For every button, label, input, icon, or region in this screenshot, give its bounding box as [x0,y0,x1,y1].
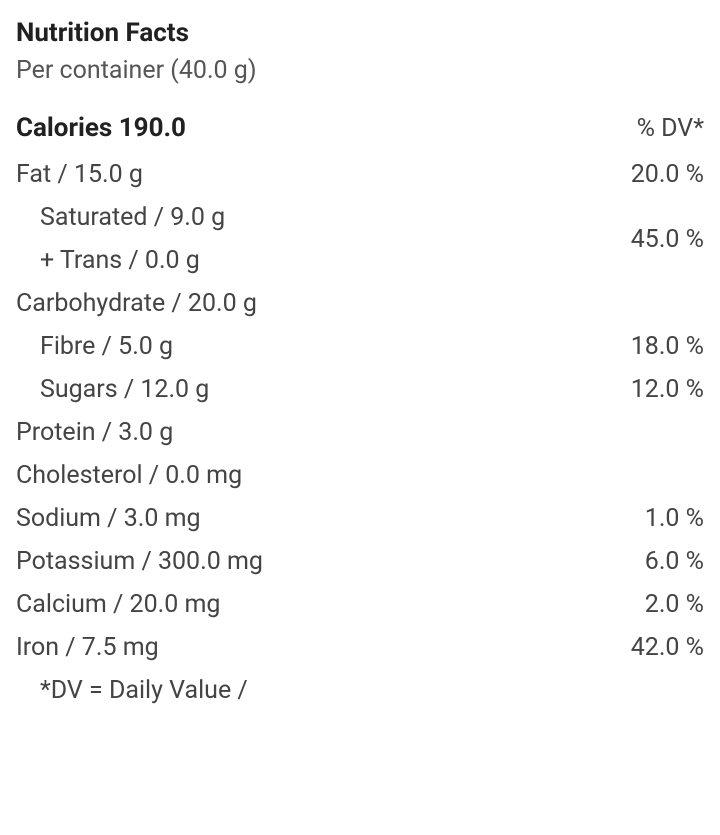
row-protein: Protein / 3.0 g [16,411,704,454]
nutrition-title: Nutrition Facts [16,18,704,48]
row-fat: Fat / 15.0 g 20.0 % [16,153,704,196]
row-cholesterol: Cholesterol / 0.0 mg [16,454,704,497]
fat-label: Fat / 15.0 g [16,160,631,189]
fat-dv: 20.0 % [631,160,704,189]
calcium-dv: 2.0 % [645,590,704,619]
fibre-dv: 18.0 % [631,332,704,361]
cholesterol-label: Cholesterol / 0.0 mg [16,461,704,490]
iron-label: Iron / 7.5 mg [16,633,631,662]
protein-label: Protein / 3.0 g [16,418,704,447]
row-calcium: Calcium / 20.0 mg 2.0 % [16,583,704,626]
potassium-label: Potassium / 300.0 mg [16,547,645,576]
row-carbohydrate: Carbohydrate / 20.0 g [16,282,704,325]
calcium-label: Calcium / 20.0 mg [16,590,645,619]
dv-header: % DV* [637,114,704,143]
dv-footnote: *DV = Daily Value / [16,669,704,705]
fibre-label: Fibre / 5.0 g [16,332,631,361]
potassium-dv: 6.0 % [645,547,704,576]
row-potassium: Potassium / 300.0 mg 6.0 % [16,540,704,583]
saturated-trans-dv: 45.0 % [631,225,704,254]
row-sodium: Sodium / 3.0 mg 1.0 % [16,497,704,540]
calories-row: Calories 190.0 % DV* [16,113,704,143]
saturated-label: Saturated / 9.0 g [40,203,225,232]
sugars-dv: 12.0 % [631,375,704,404]
row-saturated-trans: Saturated / 9.0 g + Trans / 0.0 g 45.0 % [16,196,704,282]
row-fibre: Fibre / 5.0 g 18.0 % [16,325,704,368]
sodium-dv: 1.0 % [645,504,704,533]
calories-label: Calories 190.0 [16,113,186,143]
row-sugars: Sugars / 12.0 g 12.0 % [16,368,704,411]
row-iron: Iron / 7.5 mg 42.0 % [16,626,704,669]
sodium-label: Sodium / 3.0 mg [16,504,645,533]
iron-dv: 42.0 % [631,633,704,662]
serving-size: Per container (40.0 g) [16,56,704,85]
trans-label: + Trans / 0.0 g [40,246,225,275]
sugars-label: Sugars / 12.0 g [16,375,631,404]
carb-label: Carbohydrate / 20.0 g [16,289,704,318]
